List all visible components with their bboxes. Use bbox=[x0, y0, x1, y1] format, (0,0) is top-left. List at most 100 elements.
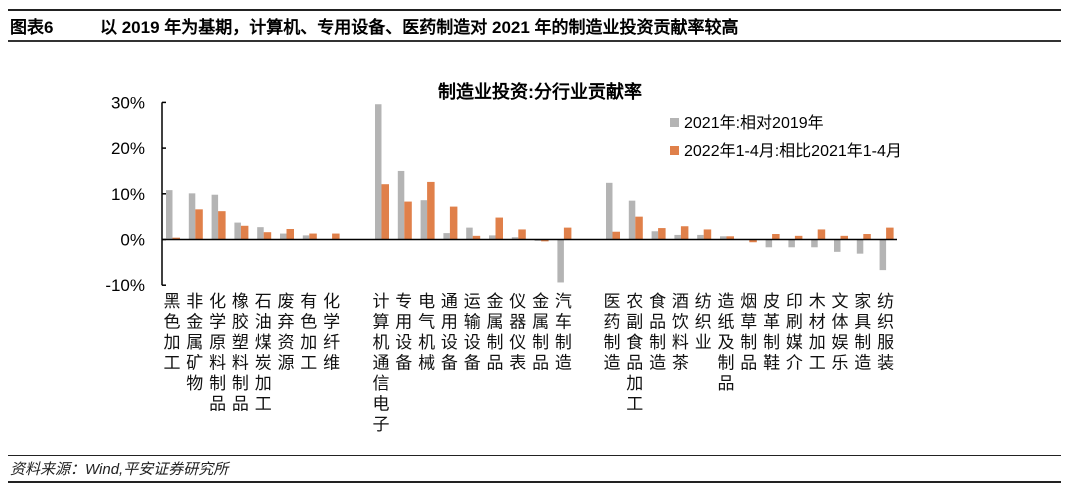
bar-2022 bbox=[658, 228, 666, 240]
source-note: 资料来源：Wind,平安证券研究所 bbox=[10, 461, 229, 478]
bar-2021 bbox=[674, 234, 681, 240]
svg-text:炭: 炭 bbox=[255, 354, 272, 373]
bar-2021 bbox=[397, 170, 405, 240]
bar-2021 bbox=[211, 194, 219, 240]
svg-text:制: 制 bbox=[763, 333, 780, 352]
bar-2022 bbox=[195, 209, 203, 240]
bar-2022 bbox=[240, 225, 249, 240]
bar-2021 bbox=[697, 234, 704, 240]
top-rule bbox=[8, 9, 1061, 11]
svg-text:化: 化 bbox=[209, 292, 226, 311]
bar-2021 bbox=[557, 239, 564, 283]
bar-2021 bbox=[375, 104, 382, 240]
svg-text:工: 工 bbox=[626, 395, 643, 414]
svg-text:品: 品 bbox=[487, 354, 504, 373]
svg-text:农: 农 bbox=[626, 292, 643, 311]
chart-title: 制造业投资:分行业贡献率 bbox=[438, 81, 642, 102]
svg-text:资: 资 bbox=[278, 333, 295, 352]
svg-text:服: 服 bbox=[877, 333, 894, 352]
svg-text:橡: 橡 bbox=[232, 292, 249, 311]
svg-text:械: 械 bbox=[418, 354, 435, 373]
svg-text:非: 非 bbox=[186, 292, 203, 311]
svg-text:制: 制 bbox=[740, 333, 757, 352]
bar-2022 bbox=[427, 181, 435, 240]
bar-2022 bbox=[404, 201, 412, 240]
svg-text:品: 品 bbox=[718, 374, 735, 393]
svg-text:食: 食 bbox=[649, 292, 666, 311]
svg-text:印: 印 bbox=[786, 292, 803, 311]
bar-2021 bbox=[234, 222, 241, 240]
svg-text:设: 设 bbox=[464, 333, 481, 352]
bar-2022 bbox=[680, 226, 689, 240]
svg-text:刷: 刷 bbox=[786, 313, 803, 332]
svg-text:加: 加 bbox=[626, 374, 643, 393]
svg-text:品: 品 bbox=[532, 354, 549, 373]
bar-2021 bbox=[511, 237, 519, 240]
svg-text:食: 食 bbox=[626, 333, 643, 352]
bar-2022 bbox=[772, 234, 780, 240]
svg-text:工: 工 bbox=[809, 354, 826, 373]
bar-2021 bbox=[420, 200, 428, 240]
svg-text:加: 加 bbox=[164, 333, 181, 352]
svg-text:造: 造 bbox=[718, 292, 735, 311]
bar-2022 bbox=[612, 231, 620, 240]
bar-2022 bbox=[817, 229, 826, 240]
svg-text:家: 家 bbox=[854, 292, 871, 311]
bar-2021 bbox=[651, 231, 659, 240]
bar-2021 bbox=[302, 235, 310, 240]
bar-2022 bbox=[563, 227, 572, 240]
bar-2021 bbox=[489, 235, 496, 240]
svg-text:木: 木 bbox=[809, 292, 826, 311]
y-tick-label: 0% bbox=[120, 231, 145, 250]
svg-text:金: 金 bbox=[487, 292, 504, 311]
svg-text:烟: 烟 bbox=[740, 292, 757, 311]
bar-2022 bbox=[495, 217, 503, 240]
svg-text:造: 造 bbox=[649, 354, 666, 373]
bar-2021 bbox=[788, 239, 795, 248]
svg-text:制: 制 bbox=[555, 333, 572, 352]
bar-2022 bbox=[449, 206, 458, 240]
svg-text:制: 制 bbox=[604, 333, 621, 352]
svg-text:饮: 饮 bbox=[672, 313, 689, 332]
svg-text:仪: 仪 bbox=[509, 292, 526, 311]
bar-series bbox=[166, 104, 894, 283]
bar-2022 bbox=[635, 216, 643, 240]
bar-2021 bbox=[257, 227, 264, 240]
svg-text:茶: 茶 bbox=[672, 354, 689, 373]
svg-text:品: 品 bbox=[209, 395, 226, 414]
svg-text:媒: 媒 bbox=[786, 333, 803, 352]
svg-text:电: 电 bbox=[418, 292, 435, 311]
svg-text:品: 品 bbox=[649, 313, 666, 332]
bar-2021 bbox=[188, 193, 196, 240]
svg-text:制: 制 bbox=[718, 354, 735, 373]
bar-2021 bbox=[443, 233, 450, 240]
svg-text:汽: 汽 bbox=[555, 292, 572, 311]
svg-text:煤: 煤 bbox=[255, 333, 272, 352]
y-tick-label: -10% bbox=[105, 276, 145, 295]
svg-text:属: 属 bbox=[532, 313, 549, 332]
svg-text:具: 具 bbox=[854, 313, 871, 332]
svg-text:纺: 纺 bbox=[877, 292, 894, 311]
svg-text:及: 及 bbox=[718, 333, 735, 352]
svg-text:用: 用 bbox=[441, 313, 458, 332]
svg-text:织: 织 bbox=[695, 313, 712, 332]
figure-number: 图表6 bbox=[10, 17, 54, 37]
svg-text:学: 学 bbox=[323, 313, 340, 332]
svg-text:机: 机 bbox=[418, 333, 435, 352]
svg-text:料: 料 bbox=[232, 354, 249, 373]
bar-2022 bbox=[886, 227, 894, 240]
